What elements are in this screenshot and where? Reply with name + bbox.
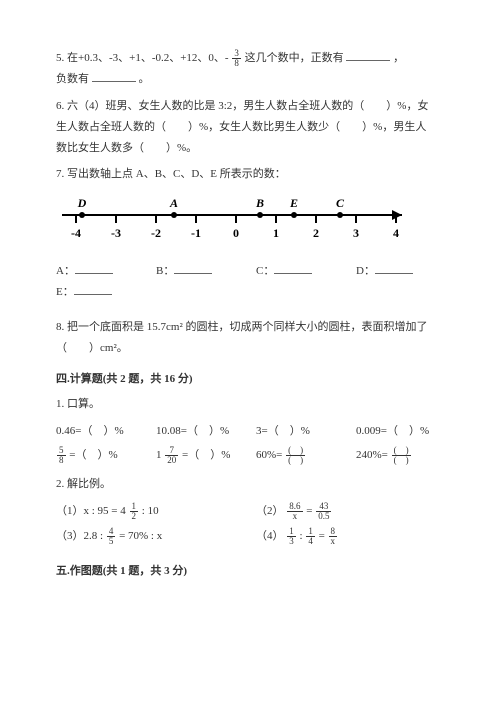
calc-item: 1 720 =（ ）% xyxy=(156,445,244,466)
proportion-1: （1）x : 95 = 4 12 : 10 xyxy=(56,501,244,522)
fraction-43-0.5: 430.5 xyxy=(316,502,331,522)
q5-end: 。 xyxy=(139,73,150,85)
section-5-title: 五.作图题(共 1 题，共 3 分) xyxy=(56,561,444,582)
number-line-diagram: -4 -3 -2 -1 0 1 2 3 4 D A B E C xyxy=(62,191,412,243)
q6-line3: 数比女生人数多（ ）%。 xyxy=(56,138,444,159)
question-8: 8. 把一个底面积是 15.7cm² 的圆柱，切成两个同样大小的圆柱，表面积增加… xyxy=(56,317,444,359)
q6-line1: 6. 六（4）班男、女生人数的比是 3:2，男生人数占全班人数的（ ）%，女 xyxy=(56,96,444,117)
q5-text-a: 5. 在+0.3、-3、+1、-0.2、+12、0、- xyxy=(56,52,229,64)
calc-item: 240%= ( )( ) xyxy=(356,445,444,466)
q8-line2: （ ）cm²。 xyxy=(56,338,444,359)
fraction-3-8: 3 8 xyxy=(232,49,241,69)
fraction-8-x: 8x xyxy=(329,527,338,547)
svg-text:2: 2 xyxy=(313,226,319,240)
svg-text:B: B xyxy=(255,196,264,210)
question-6: 6. 六（4）班男、女生人数的比是 3:2，男生人数占全班人数的（ ）%，女 生… xyxy=(56,96,444,159)
svg-text:4: 4 xyxy=(393,226,399,240)
calc-item: 10.08=（ ）% xyxy=(156,421,244,442)
q7-ans-a: A： xyxy=(56,261,144,282)
calc-item: 60%= ( )( ) xyxy=(256,445,344,466)
blank[interactable] xyxy=(92,71,136,82)
svg-text:-2: -2 xyxy=(151,226,161,240)
proportion-4: （4） 13 : 14 = 8x xyxy=(256,526,444,547)
fraction-5-8: 58 xyxy=(57,446,66,466)
fraction-1-3: 13 xyxy=(287,527,296,547)
fraction-result-blank[interactable]: ( )( ) xyxy=(392,446,411,466)
q7-ans-e: E： xyxy=(56,282,444,303)
sec4-q1: 1. 口算。 xyxy=(56,394,444,415)
q8-line1: 8. 把一个底面积是 15.7cm² 的圆柱，切成两个同样大小的圆柱，表面积增加… xyxy=(56,317,444,338)
fraction-8.6-x: 8.6x xyxy=(287,502,302,522)
q5-comma: ， xyxy=(393,52,404,64)
q5-text-b: 这几个数中，正数有 xyxy=(245,52,344,64)
proportion-2: （2） 8.6x = 430.5 xyxy=(256,501,444,522)
fraction-7-20: 720 xyxy=(165,446,178,466)
q7-title: 7. 写出数轴上点 A、B、C、D、E 所表示的数： xyxy=(56,164,444,185)
sec4-q2: 2. 解比例。 xyxy=(56,474,444,495)
svg-text:-3: -3 xyxy=(111,226,121,240)
calc-row-1: 0.46=（ ）% 10.08=（ ）% 3=（ ）% 0.009=（ ）% xyxy=(56,421,444,442)
blank[interactable] xyxy=(74,284,112,295)
svg-text:3: 3 xyxy=(353,226,359,240)
q6-line2: 生人数占全班人数的（ ）%，女生人数比男生人数少（ ）%，男生人 xyxy=(56,117,444,138)
fraction-1-4: 14 xyxy=(306,527,315,547)
question-5: 5. 在+0.3、-3、+1、-0.2、+12、0、- 3 8 这几个数中，正数… xyxy=(56,48,444,90)
q7-ans-c: C： xyxy=(256,261,344,282)
svg-text:-1: -1 xyxy=(191,226,201,240)
svg-text:0: 0 xyxy=(233,226,239,240)
svg-text:C: C xyxy=(336,196,345,210)
calc-row-2: 58 =（ ）% 1 720 =（ ）% 60%= ( )( ) 240%= (… xyxy=(56,445,444,466)
blank[interactable] xyxy=(274,263,312,274)
svg-text:D: D xyxy=(77,196,87,210)
fraction-result-blank[interactable]: ( )( ) xyxy=(286,446,305,466)
section-4-title: 四.计算题(共 2 题，共 16 分) xyxy=(56,369,444,390)
proportion-row-2: （3）2.8 : 45 = 70% : x （4） 13 : 14 = 8x xyxy=(56,526,444,547)
proportion-3: （3）2.8 : 45 = 70% : x xyxy=(56,526,244,547)
fraction-1-2: 12 xyxy=(130,502,139,522)
blank[interactable] xyxy=(174,263,212,274)
blank[interactable] xyxy=(75,263,113,274)
blank[interactable] xyxy=(375,263,413,274)
blank[interactable] xyxy=(346,50,390,61)
calc-item: 58 =（ ）% xyxy=(56,445,144,466)
svg-text:-4: -4 xyxy=(71,226,81,240)
fraction-4-5: 45 xyxy=(107,527,116,547)
calc-item: 3=（ ）% xyxy=(256,421,344,442)
calc-item: 0.009=（ ）% xyxy=(356,421,444,442)
q7-ans-d: D： xyxy=(356,261,444,282)
question-7: 7. 写出数轴上点 A、B、C、D、E 所表示的数： -4 -3 -2 -1 0 1 2 3 4… xyxy=(56,164,444,303)
svg-text:E: E xyxy=(289,196,298,210)
q7-ans-b: B： xyxy=(156,261,244,282)
svg-text:1: 1 xyxy=(273,226,279,240)
q7-answer-row: A： B： C： D： E： xyxy=(56,261,444,303)
calc-item: 0.46=（ ）% xyxy=(56,421,144,442)
svg-text:A: A xyxy=(169,196,178,210)
proportion-row-1: （1）x : 95 = 4 12 : 10 （2） 8.6x = 430.5 xyxy=(56,501,444,522)
q5-text-c: 负数有 xyxy=(56,73,89,85)
